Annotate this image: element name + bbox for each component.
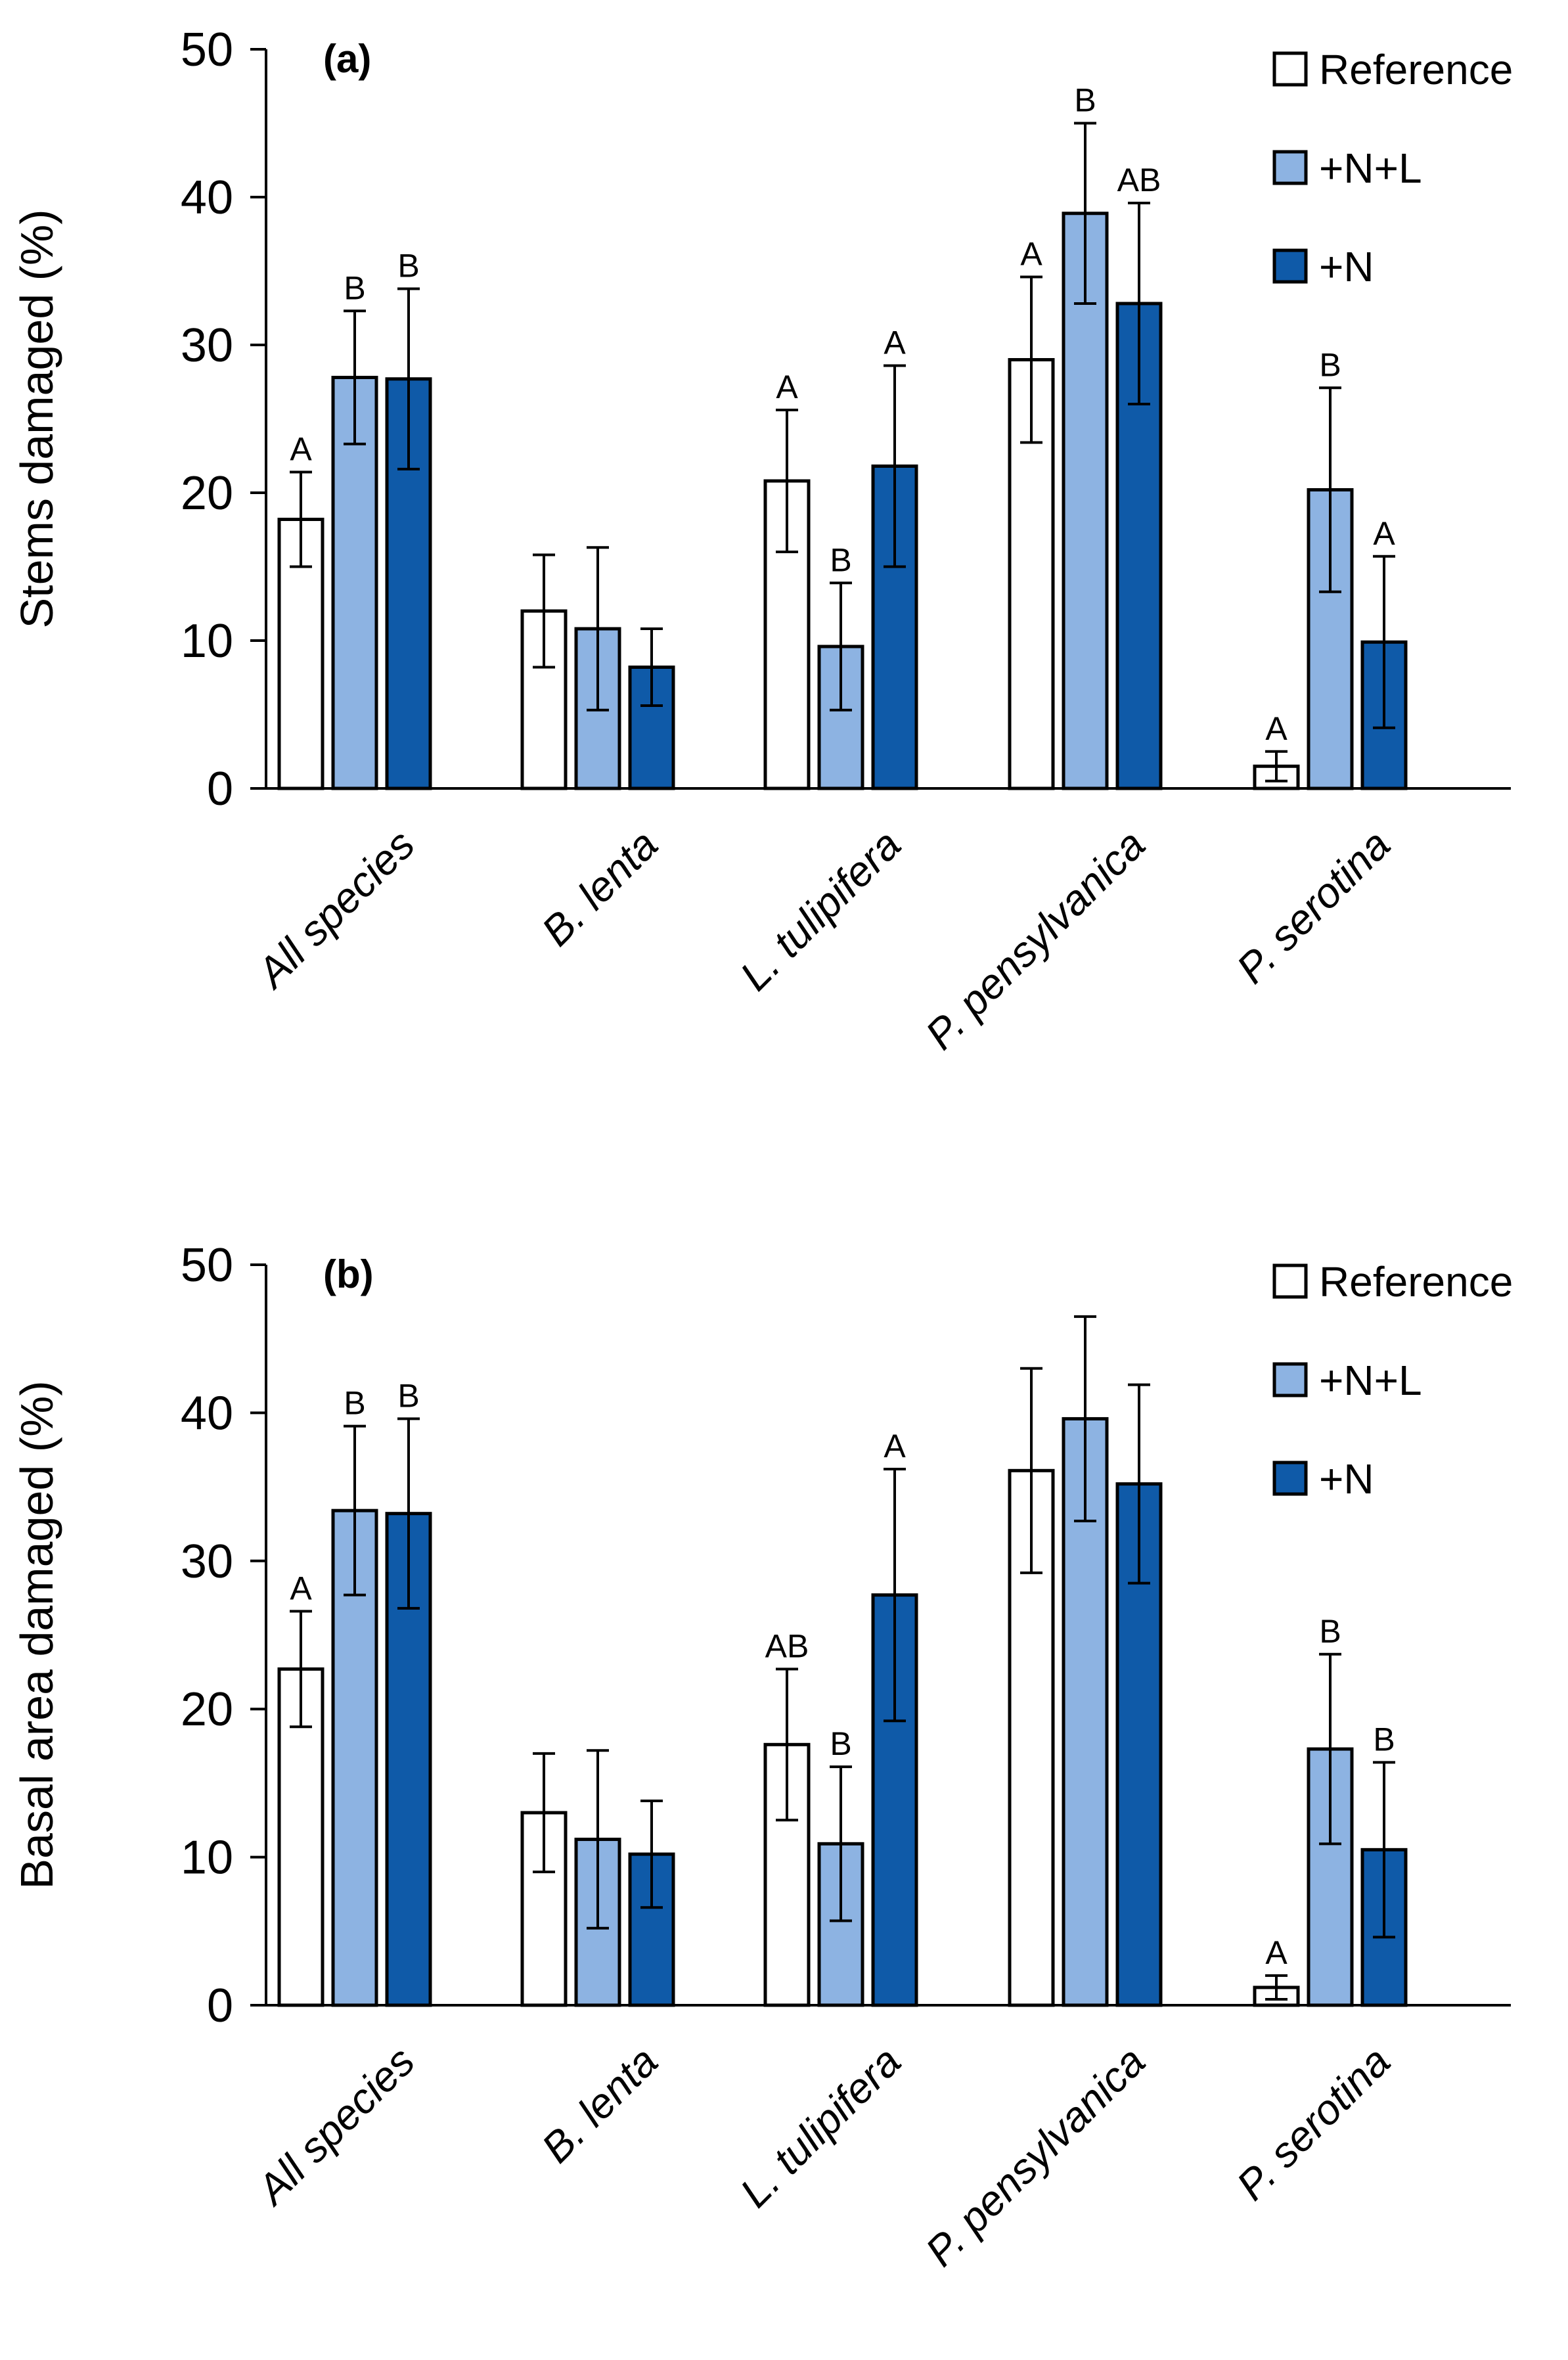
category-label: B. lenta: [533, 821, 667, 955]
legend-swatch: [1272, 1263, 1308, 1299]
significance-label: A: [1020, 236, 1042, 273]
significance-label: A: [1265, 710, 1288, 747]
significance-label: B: [1074, 82, 1096, 119]
bar: [331, 376, 378, 790]
bar: [871, 465, 918, 790]
significance-label: B: [397, 248, 419, 284]
significance-label: AB: [1117, 162, 1161, 198]
y-tick-label: 10: [181, 1832, 233, 1884]
significance-label: A: [884, 325, 906, 361]
category-label: P. serotina: [1227, 2037, 1399, 2209]
category-label: P. serotina: [1227, 821, 1399, 992]
legend-label: Reference: [1319, 1258, 1513, 1305]
legend-swatch: [1272, 248, 1308, 284]
y-tick-label: 20: [181, 1683, 233, 1736]
y-tick-label: 30: [181, 319, 233, 372]
significance-label: B: [830, 541, 851, 578]
panel-label: (a): [323, 37, 371, 81]
legend-label: +N: [1319, 243, 1374, 290]
legend-swatch: [1272, 51, 1308, 87]
category-label: P. pensylvanica: [916, 821, 1154, 1058]
category-label: P. pensylvanica: [916, 2037, 1154, 2275]
category-label: L. tulipifera: [731, 821, 910, 999]
category-label: All species: [246, 2037, 424, 2215]
significance-label: B: [344, 269, 365, 306]
y-axis-title: Basal area damaged (%): [11, 1380, 62, 1889]
legend-label: +N+L: [1319, 145, 1422, 192]
y-tick-label: 40: [181, 1387, 233, 1440]
category-label: All species: [246, 821, 424, 998]
significance-label: B: [1319, 346, 1341, 383]
category-label: B. lenta: [533, 2037, 667, 2171]
significance-label: B: [397, 1377, 419, 1414]
significance-label: B: [830, 1725, 851, 1762]
significance-label: B: [1319, 1613, 1341, 1650]
significance-label: B: [344, 1385, 365, 1422]
y-tick-label: 40: [181, 171, 233, 224]
significance-label: A: [290, 431, 312, 468]
legend-swatch: [1272, 1461, 1308, 1496]
panel-label: (b): [323, 1252, 374, 1296]
bar: [763, 479, 811, 790]
y-tick-label: 50: [181, 1239, 233, 1292]
legend-label: +N: [1319, 1455, 1374, 1503]
significance-label: A: [290, 1570, 312, 1606]
significance-label: A: [884, 1428, 906, 1464]
category-label: L. tulipifera: [731, 2037, 910, 2216]
y-tick-label: 0: [207, 763, 233, 815]
significance-label: AB: [765, 1627, 809, 1664]
y-tick-label: 0: [207, 1980, 233, 2032]
legend-swatch: [1272, 1362, 1308, 1397]
significance-label: A: [776, 369, 798, 405]
y-tick-label: 10: [181, 615, 233, 668]
significance-label: A: [1265, 1934, 1288, 1971]
significance-label: A: [1373, 515, 1395, 552]
y-tick-label: 50: [181, 24, 233, 76]
bar: [277, 1667, 325, 2007]
legend-label: Reference: [1319, 46, 1513, 93]
legend-swatch: [1272, 150, 1308, 185]
bar: [385, 1512, 432, 2007]
legend-label: +N+L: [1319, 1357, 1422, 1404]
significance-label: B: [1373, 1721, 1395, 1758]
bar: [1062, 212, 1109, 790]
y-tick-label: 30: [181, 1535, 233, 1588]
y-axis-title: Stems damaged (%): [11, 209, 62, 628]
y-tick-label: 20: [181, 467, 233, 520]
